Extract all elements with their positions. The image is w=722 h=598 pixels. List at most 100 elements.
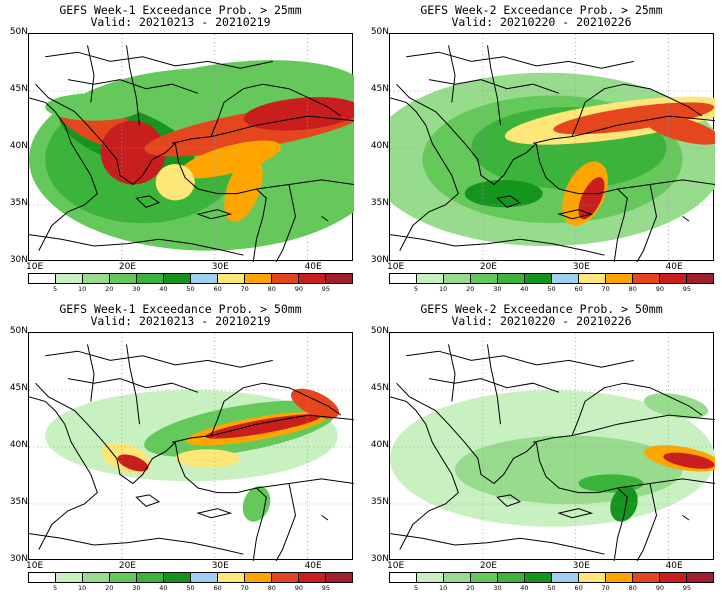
probability-shade	[663, 452, 715, 469]
colorbar-swatch	[272, 573, 299, 582]
colorbar-swatch	[498, 573, 525, 582]
colorbar-tick-label: 5	[53, 285, 58, 293]
probability-shade	[290, 388, 340, 419]
colorbar-tick-label: 60	[213, 584, 222, 592]
latitude-tick-label: 35N	[9, 497, 28, 507]
colorbar-swatch	[390, 573, 417, 582]
colorbar-swatch	[245, 274, 272, 283]
coastline	[35, 83, 176, 186]
colorbar-swatch	[660, 573, 687, 582]
colorbar-swatch	[579, 573, 606, 582]
latitude-tick-label: 50N	[370, 326, 389, 336]
coastline	[275, 184, 297, 262]
colorbar-tick-label: 95	[321, 285, 331, 293]
coastline	[196, 209, 233, 220]
colorbar-tick-label: 5	[53, 584, 58, 592]
probability-shade	[455, 435, 683, 504]
colorbar-swatch	[218, 573, 245, 582]
colorbar-swatch	[417, 274, 444, 283]
coastline	[210, 382, 342, 436]
coastline	[535, 143, 628, 262]
colorbar	[28, 273, 353, 284]
coastline	[87, 344, 95, 402]
colorbar-swatch	[245, 573, 272, 582]
coastline	[636, 184, 658, 262]
coastline	[174, 442, 267, 561]
coastline	[390, 396, 459, 550]
longitude-tick-label: 10E	[26, 561, 44, 571]
colorbar-tick-label: 5	[414, 584, 419, 592]
panel-valid-date: Valid: 20210213 - 20210219	[90, 314, 271, 328]
coastline	[29, 234, 244, 256]
colorbar-swatch	[299, 274, 326, 283]
colorbar-tick-label: 90	[655, 584, 664, 592]
colorbar-tick-label: 10	[78, 285, 87, 293]
colorbar-swatch	[606, 274, 633, 283]
coastline	[171, 414, 354, 443]
probability-shade	[175, 449, 241, 468]
panel-valid-date: Valid: 20210220 - 20210226	[451, 314, 632, 328]
colorbar-swatch	[444, 274, 471, 283]
panel-week2-25mm: GEFS Week-2 Exceedance Prob. > 25mm Vali…	[361, 0, 722, 299]
probability-shade	[464, 179, 543, 208]
longitude-tick-label: 40E	[665, 561, 683, 571]
latitude-tick-label: 50N	[370, 27, 389, 37]
coastline	[406, 51, 634, 69]
latitude-tick-label: 50N	[9, 326, 28, 336]
colorbar-tick-label: 80	[628, 285, 637, 293]
latitude-tick-label: 35N	[370, 497, 389, 507]
colorbar-labels: 5 10 20 30 40 50 60 70 80 90 95	[28, 285, 353, 294]
colorbar-swatch	[29, 274, 56, 283]
colorbar-tick-label: 20	[105, 584, 114, 592]
coastline	[256, 478, 354, 489]
colorbar	[389, 273, 714, 284]
latitude-tick-label: 50N	[9, 27, 28, 37]
longitude-tick-label: 10E	[387, 262, 405, 272]
coastline	[390, 533, 605, 555]
colorbar-swatch	[272, 274, 299, 283]
colorbar-tick-label: 50	[547, 285, 556, 293]
latitude-tick-label: 30N	[9, 554, 28, 564]
latitude-tick-label: 30N	[370, 554, 389, 564]
colorbar-tick-label: 30	[132, 584, 141, 592]
longitude-tick-label: 10E	[387, 561, 405, 571]
coastline	[617, 179, 715, 190]
coastline	[196, 508, 233, 519]
map-area	[389, 33, 715, 262]
colorbar	[389, 572, 714, 583]
colorbar-tick-label: 5	[414, 285, 419, 293]
latitude-tick-label: 40N	[9, 141, 28, 151]
colorbar-tick-label: 95	[682, 584, 692, 592]
colorbar-labels: 5 10 20 30 40 50 60 70 80 90 95	[28, 584, 353, 593]
colorbar-tick-label: 20	[466, 584, 475, 592]
colorbar-swatch	[552, 573, 579, 582]
colorbar-tick-label: 10	[439, 584, 448, 592]
colorbar-tick-label: 30	[493, 584, 502, 592]
coastline	[135, 195, 161, 208]
precip-probability-map	[29, 333, 354, 561]
coastline	[275, 483, 297, 561]
colorbar-tick-label: 80	[267, 285, 276, 293]
longitude-tick-label: 30E	[211, 561, 229, 571]
colorbar-swatch	[83, 573, 110, 582]
colorbar-tick-label: 70	[240, 584, 249, 592]
map-area	[28, 332, 354, 561]
colorbar-tick-label: 70	[601, 584, 610, 592]
colorbar-swatch	[444, 573, 471, 582]
longitude-tick-label: 30E	[572, 262, 590, 272]
colorbar-tick-label: 70	[601, 285, 610, 293]
coastline	[682, 514, 690, 521]
probability-shade	[578, 177, 605, 220]
coastline	[532, 115, 715, 144]
coastline	[126, 344, 140, 425]
coastline	[636, 483, 658, 561]
colorbar-tick-label: 40	[159, 285, 168, 293]
panel-valid-date: Valid: 20210213 - 20210219	[90, 15, 271, 29]
coastline	[35, 382, 176, 485]
precip-probability-map	[390, 34, 715, 262]
coastline	[571, 83, 703, 137]
panel-title: GEFS Week-1 Exceedance Prob. > 50mm	[59, 302, 302, 316]
latitude-tick-label: 45N	[370, 84, 389, 94]
colorbar-tick-label: 50	[547, 584, 556, 592]
coastline	[496, 494, 522, 507]
